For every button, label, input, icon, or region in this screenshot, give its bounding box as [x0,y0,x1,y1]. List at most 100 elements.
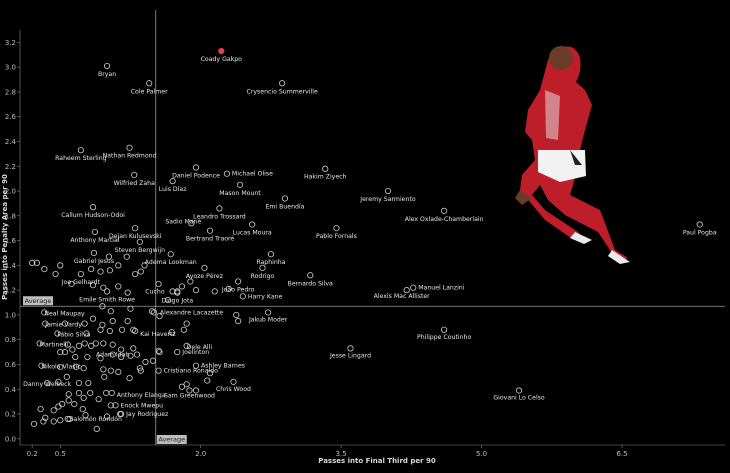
scatter-point [192,362,200,369]
point-label: Jeremy Sarmiento [359,196,416,203]
scatter-point [64,415,71,423]
scatter-point [55,378,62,385]
point-label: Anthony Martial [70,237,119,244]
scatter-point [131,171,138,179]
scatter-point [71,401,78,408]
x-tick-label: 0.5 [55,450,66,458]
scatter-point [36,340,43,347]
scatter-point [64,341,71,348]
scatter-point [267,251,275,258]
scatter-point [230,378,237,385]
point-label: Salomón Rondón [70,415,122,423]
scatter-point [123,253,130,260]
scatter-point [106,327,113,335]
point-label: Dele Alli [187,344,213,351]
scatter-point [50,418,57,425]
scatter-point [109,351,116,358]
scatter-point [188,220,195,227]
point-label: Alexandre Lacazette [160,309,223,316]
y-tick-label: 1.2 [5,287,16,295]
point-label: Joelinton [181,349,209,356]
scatter-point [322,165,329,172]
scatter-point [155,347,162,354]
scatter-point [81,320,88,327]
point-label: Jesse Lingard [329,352,371,359]
scatter-point [88,265,95,273]
y-tick-label: 2.8 [5,88,16,96]
scatter-point [81,340,88,347]
point-label: Nikola Vlašić [42,363,82,371]
point-label: Raheem Sterling [55,155,107,162]
scatter-point [97,326,104,333]
y-tick-label: 1.8 [5,212,16,220]
x-tick-label: 2.0 [195,450,206,458]
point-label: Daniel Podence [172,173,220,180]
scatter-point [89,315,97,322]
scatter-point [146,80,153,87]
point-label: Philippe Coutinho [417,334,471,341]
scatter-point [82,412,89,419]
scatter-point [107,308,114,315]
point-label: Bryan [98,71,116,78]
scatter-point [107,367,114,374]
point-label: Mason Mount [219,190,261,197]
scatter-point [132,327,139,335]
point-label: Pablo Fornals [316,233,357,240]
scatter-point [97,355,104,362]
y-tick-label: 3.0 [5,64,16,72]
scatter-point [69,346,76,353]
point-label: Enock Mwepu [120,402,163,409]
scatter-point [57,417,64,424]
point-label: Jakub Moder [248,316,288,323]
scatter-point [118,353,125,361]
scatter-point [249,221,256,228]
scatter-point [155,280,162,288]
scatter-point [105,253,113,260]
scatter-point [180,326,187,333]
scatter-point [57,363,64,371]
point-label: Emile Smith Rowe [79,296,135,303]
scatter-point [103,413,111,420]
scatter-point [75,379,83,387]
y-tick-label: 0.4 [5,386,17,394]
point-label: Lucas Moura [233,229,272,236]
scatter-point [42,320,49,327]
scatter-point [41,309,48,316]
scatter-point [183,320,190,327]
scatter-point [236,181,244,188]
x-axis-label: Passes into Final Third per 90 [318,457,436,465]
point-label: João Pedro [221,286,255,293]
point-label: Harry Kane [248,293,283,300]
scatter-point [281,195,289,202]
y-tick-label: 2.0 [5,188,16,196]
scatter-point [68,280,75,288]
scatter-point [80,394,87,402]
scatter-point [127,352,134,359]
point-label: Cole Palmer [131,88,168,95]
scatter-point [109,318,116,325]
scatter-point [223,170,231,177]
scatter-point [347,345,354,352]
point-label: Nathan Redmond [103,153,157,160]
scatter-point [186,387,193,394]
scatter-point [73,363,80,371]
scatter-point [265,309,272,316]
scatter-point [100,340,107,347]
point-label: Adam Idah [96,352,129,359]
scatter-point [84,353,91,361]
scatter-point [259,264,266,271]
scatter-point [127,305,134,312]
scatter-point [118,326,126,333]
point-label: Giovani Lo Celso [493,394,545,401]
scatter-point [174,289,181,296]
point-label: Crysencio Summerville [247,88,318,95]
point-label: Manuel Lanzini [418,285,465,292]
y-axis-label: Passes into Penalty Area per 90 [1,174,9,300]
point-label: Gabriel Jesus [74,258,114,265]
scatter-point [115,368,122,376]
scatter-point [307,272,314,279]
scatter-point [57,262,64,269]
point-label: Dejan Kulusevski [109,233,162,240]
scatter-point [59,401,66,408]
x-tick-label: 3.5 [336,450,347,458]
